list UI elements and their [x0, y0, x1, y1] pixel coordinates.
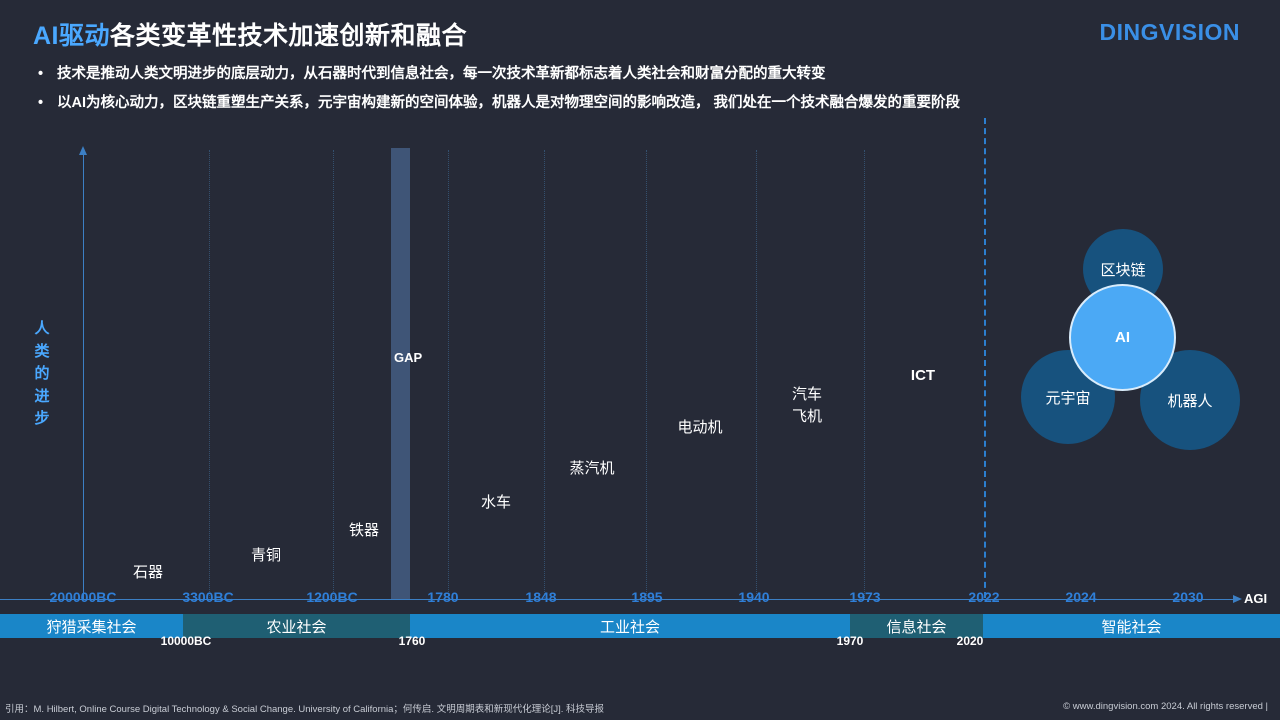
grid-line: [209, 150, 210, 600]
tech-iron: 铁器: [348, 522, 380, 539]
y-axis-label: 人类的进步: [34, 320, 50, 427]
year-tick: 2024: [1065, 589, 1097, 605]
tech-ict: ICT: [910, 367, 936, 384]
tech-waterwheel: 水车: [480, 494, 512, 511]
year-tick: 1200BC: [306, 589, 358, 605]
circle-ai: AI: [1069, 284, 1176, 391]
year-tick: 2030: [1172, 589, 1204, 605]
tech-electric-motor: 电动机: [677, 419, 723, 436]
bullet-item: • 技术是推动人类文明进步的底层动力，从石器时代到信息社会，每一次技术革新都标志着…: [38, 66, 826, 82]
y-axis-arrow: [79, 146, 87, 155]
dingvision-logo: DINGVISION: [1099, 19, 1240, 45]
gap-band: [391, 148, 410, 600]
citation: 引用：M. Hilbert, Online Course Digital Tec…: [5, 704, 605, 715]
grid-line: [864, 150, 865, 600]
tech-car-plane: 汽车 飞机: [791, 386, 823, 425]
era-hunter-gatherer: 狩猎采集社会: [0, 614, 183, 638]
era-boundary-label: 10000BC: [160, 634, 212, 648]
bullet-list: • 技术是推动人类文明进步的底层动力，从石器时代到信息社会，每一次技术革新都标志着…: [38, 60, 960, 118]
year-tick: 1895: [631, 589, 663, 605]
grid-line: [333, 150, 334, 600]
era-information: 信息社会: [850, 614, 983, 638]
year-tick: 2022: [968, 589, 1000, 605]
era-industrial: 工业社会: [410, 614, 850, 638]
page-title: AI驱动各类变革性技术加速创新和融合: [33, 16, 467, 52]
tech-steam-engine: 蒸汽机: [569, 460, 615, 477]
era-boundary-label: 1970: [836, 634, 864, 648]
year-tick: 1780: [427, 589, 459, 605]
year-tick: 200000BC: [49, 589, 117, 605]
x-axis: [0, 599, 1235, 600]
era-boundary-label: 1760: [398, 634, 426, 648]
grid-line: [756, 150, 757, 600]
era-boundary-label: 2020: [956, 634, 984, 648]
grid-line: [646, 150, 647, 600]
present-marker-line: [984, 118, 986, 598]
y-axis: [83, 152, 84, 600]
year-tick: 1940: [738, 589, 770, 605]
x-axis-arrow: [1233, 595, 1242, 603]
grid-line: [544, 150, 545, 600]
copyright: © www.dingvision.com 2024. All rights re…: [1063, 701, 1268, 712]
era-intelligent: 智能社会: [983, 614, 1280, 638]
bullet-text: 以AI为核心动力，区块链重塑生产关系，元宇宙构建新的空间体验，机器人是对物理空间…: [57, 95, 961, 111]
era-agricultural: 农业社会: [183, 614, 410, 638]
tech-bronze: 青铜: [250, 547, 282, 564]
year-tick: 1848: [525, 589, 557, 605]
grid-line: [448, 150, 449, 600]
tech-stone: 石器: [132, 564, 164, 581]
agi-label: AGI: [1244, 591, 1268, 606]
gap-label: GAP: [394, 349, 422, 366]
title-rest: 各类变革性技术加速创新和融合: [110, 22, 468, 50]
year-tick: 3300BC: [182, 589, 234, 605]
bullet-item: • 以AI为核心动力，区块链重塑生产关系，元宇宙构建新的空间体验，机器人是对物理空…: [38, 95, 961, 111]
bullet-text: 技术是推动人类文明进步的底层动力，从石器时代到信息社会，每一次技术革新都标志着人…: [57, 66, 826, 82]
title-accent: AI驱动: [33, 22, 111, 50]
year-tick: 1973: [849, 589, 881, 605]
